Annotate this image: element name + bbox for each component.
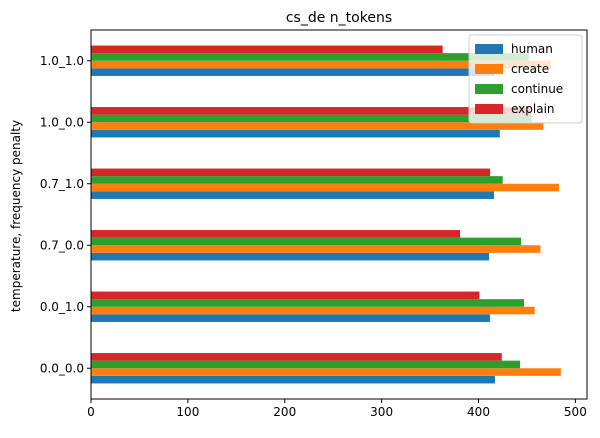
bar-human-0.7_1.0: [91, 191, 494, 199]
bar-continue-0.7_1.0: [91, 176, 503, 184]
bar-explain-0.0_0.0: [91, 353, 502, 361]
x-tick-label: 200: [273, 405, 296, 419]
y-tick-label: 0.0_1.0: [40, 300, 84, 314]
x-tick-label: 500: [564, 405, 587, 419]
legend: human create continue explain: [468, 34, 583, 124]
y-tick-label: 0.7_0.0: [40, 238, 84, 252]
x-tick-label: 300: [370, 405, 393, 419]
bar-explain-1.0_0.0: [91, 107, 531, 115]
legend-label-create: create: [511, 62, 549, 76]
bar-create-1.0_0.0: [91, 122, 544, 130]
legend-label-human: human: [511, 42, 553, 56]
plot-frame: [90, 29, 588, 400]
legend-label-continue: continue: [511, 82, 563, 96]
bar-explain-0.7_0.0: [91, 230, 461, 238]
y-tick-label: 0.0_0.0: [40, 361, 84, 375]
bar-create-1.0_1.0: [91, 60, 552, 69]
x-axis-ticks: 0 100 200 300 400 500: [87, 399, 587, 419]
bar-human-1.0_0.0: [91, 129, 500, 138]
bar-human-0.0_0.0: [91, 375, 495, 384]
y-axis-ticks: 0.0_0.0 0.0_1.0 0.7_0.0 0.7_1.0 1.0_0.0 1.0_1…: [40, 54, 91, 375]
bar-continue-0.0_0.0: [91, 360, 521, 369]
bar-create-0.7_0.0: [91, 245, 541, 253]
bar-explain-1.0_1.0: [91, 45, 443, 54]
y-tick-label: 1.0_1.0: [40, 54, 84, 68]
bar-explain-0.0_1.0: [91, 291, 480, 300]
chart-title: cs_de n_tokens: [286, 10, 392, 26]
bar-human-1.0_1.0: [91, 68, 495, 76]
bar-create-0.7_1.0: [91, 183, 559, 192]
bar-explain-0.7_1.0: [91, 168, 491, 177]
bar-continue-1.0_1.0: [91, 53, 529, 61]
bar-human-0.0_1.0: [91, 314, 491, 322]
x-tick-label: 100: [176, 405, 199, 419]
bar-continue-0.0_1.0: [91, 299, 525, 307]
y-tick-label: 0.7_1.0: [40, 177, 84, 191]
bars-layer: [91, 45, 561, 384]
legend-swatch-human: [475, 44, 503, 54]
legend-label-explain: explain: [511, 102, 555, 116]
x-tick-label: 400: [467, 405, 490, 419]
y-axis-label: temperature, frequency penalty: [9, 120, 23, 312]
legend-box: [468, 34, 583, 124]
legend-swatch-continue: [475, 84, 503, 94]
bar-human-0.7_0.0: [91, 252, 490, 261]
x-tick-label: 0: [87, 405, 95, 419]
legend-swatch-create: [475, 64, 503, 74]
bar-continue-1.0_0.0: [91, 114, 532, 123]
bar-continue-0.7_0.0: [91, 237, 522, 246]
bar-create-0.0_0.0: [91, 368, 561, 376]
y-tick-label: 1.0_0.0: [40, 115, 84, 129]
legend-swatch-explain: [475, 104, 503, 114]
bar-create-0.0_1.0: [91, 306, 535, 315]
